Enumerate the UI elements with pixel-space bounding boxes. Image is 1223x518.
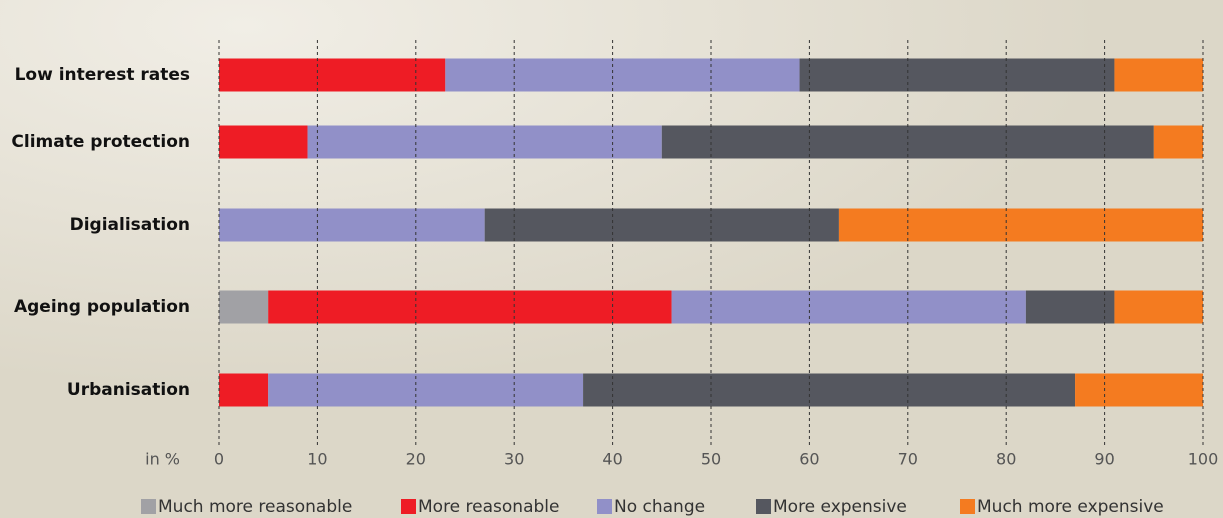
bar-segment xyxy=(1153,125,1203,159)
bar-segment xyxy=(484,208,839,242)
x-tick-label: 20 xyxy=(406,450,426,469)
x-axis-label: in % xyxy=(145,450,180,469)
bar-segment xyxy=(1114,290,1203,324)
x-tick-label: 10 xyxy=(307,450,327,469)
bar-segment xyxy=(671,290,1026,324)
legend-swatch xyxy=(401,499,416,514)
x-tick-label: 70 xyxy=(898,450,918,469)
bar-segment xyxy=(583,373,1076,407)
legend-label: No change xyxy=(614,497,705,517)
x-tick-label: 50 xyxy=(701,450,721,469)
legend-swatch xyxy=(960,499,975,514)
x-tick-label: 30 xyxy=(504,450,524,469)
x-tick-label: 0 xyxy=(214,450,224,469)
category-label: Low interest rates xyxy=(15,65,190,85)
bar-segment xyxy=(219,58,446,92)
legend-swatch xyxy=(141,499,156,514)
bar-segment xyxy=(268,290,672,324)
x-tick-label: 40 xyxy=(602,450,622,469)
bar-segment xyxy=(838,208,1203,242)
x-tick-label: 100 xyxy=(1188,450,1219,469)
category-label: Urbanisation xyxy=(67,380,190,400)
x-tick-label: 80 xyxy=(996,450,1016,469)
x-tick-label: 60 xyxy=(799,450,819,469)
bar-segment xyxy=(219,290,269,324)
bar-segment xyxy=(1025,290,1115,324)
bar-segment xyxy=(445,58,800,92)
bar-segment xyxy=(1114,58,1203,92)
category-label: Ageing population xyxy=(14,297,190,317)
bar-segment xyxy=(219,373,269,407)
legend-label: More reasonable xyxy=(418,497,559,517)
bar-segment xyxy=(268,373,584,407)
legend-swatch xyxy=(756,499,771,514)
legend-swatch xyxy=(597,499,612,514)
bar-segment xyxy=(1075,373,1203,407)
category-label: Climate protection xyxy=(11,132,190,152)
legend-label: More expensive xyxy=(773,497,907,517)
legend-label: Much more reasonable xyxy=(158,497,352,517)
category-label: Digialisation xyxy=(70,215,190,235)
bar-segment xyxy=(219,125,308,159)
legend-label: Much more expensive xyxy=(977,497,1164,517)
x-tick-label: 90 xyxy=(1094,450,1114,469)
bar-segment xyxy=(219,208,485,242)
bar-segment xyxy=(799,58,1115,92)
bar-segment xyxy=(307,125,662,159)
